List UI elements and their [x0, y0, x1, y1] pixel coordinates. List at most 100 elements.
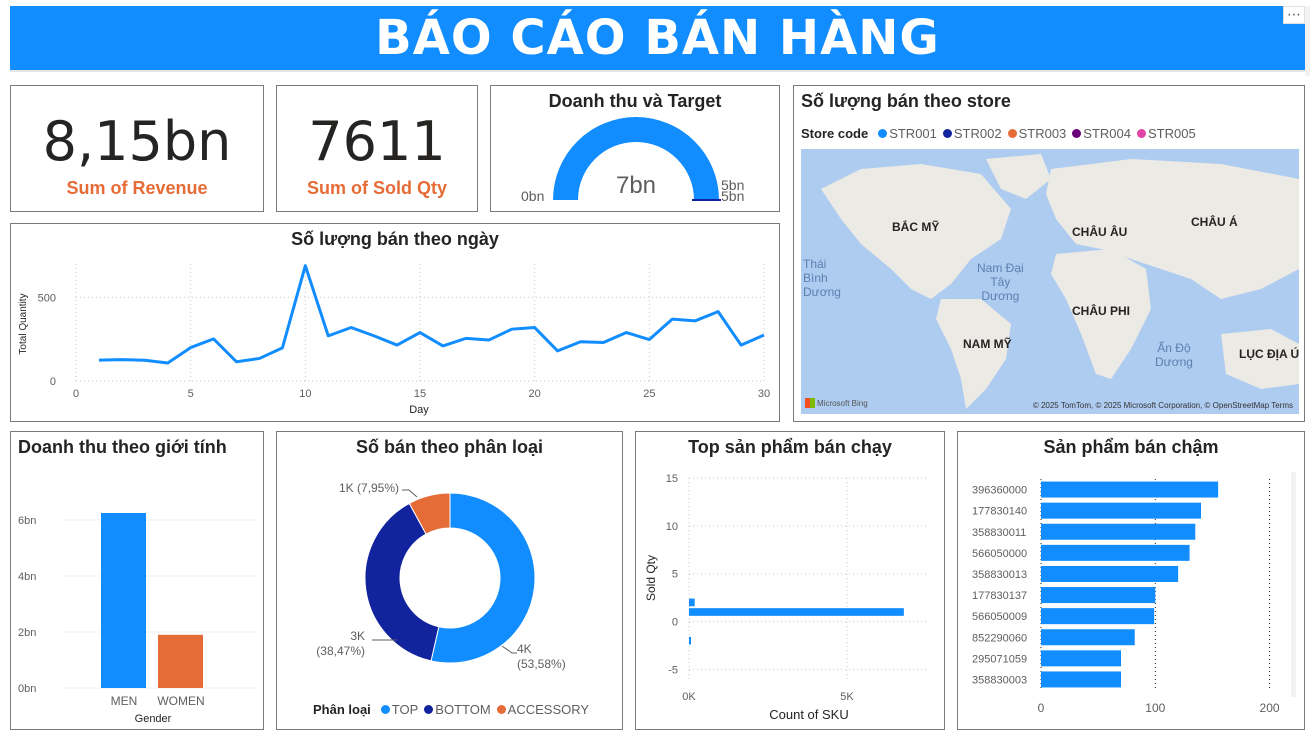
kpi-qty-card[interactable]: 7611 Sum of Sold Qty [276, 85, 478, 212]
daily-series-line[interactable] [98, 264, 765, 365]
map-legend-item[interactable]: STR001 [878, 126, 937, 141]
map-legend-item[interactable]: STR005 [1137, 126, 1196, 141]
gender-x-axis-title: Gender [135, 713, 172, 725]
slow-bar[interactable] [1041, 629, 1135, 646]
map-legend-item[interactable]: STR002 [942, 126, 1002, 141]
top-bar[interactable] [689, 636, 691, 645]
donut-label-top-value: 4K [517, 642, 532, 656]
category-donut-card[interactable]: Số bán theo phân loại 4K (53,58%) 3K (38… [276, 431, 623, 730]
gender-category-label: MEN [111, 694, 138, 708]
daily-x-tick: 25 [643, 388, 655, 400]
donut-slice[interactable] [364, 502, 440, 662]
slow-category-label: 177830137 [972, 590, 1027, 602]
kpi-revenue-card[interactable]: 8,15bn Sum of Revenue [10, 85, 264, 212]
map-label-indian: Ấn Độ Dương [1155, 341, 1193, 369]
slow-category-label: 177830140 [972, 506, 1027, 518]
map-legend-label: STR004 [1083, 126, 1131, 141]
map-landmass [821, 154, 1299, 409]
donut-label-accessory-value: 1K [339, 481, 354, 495]
daily-y-tick: 500 [38, 292, 56, 304]
kpi-qty-value: 7611 [308, 110, 446, 173]
daily-line-chart: 0 500 0 5 10 15 20 25 30 Total Quantity Day [18, 264, 770, 416]
gender-y-tick: 4bn [18, 571, 36, 583]
daily-x-axis-title: Day [409, 404, 429, 416]
slow-x-tick: 200 [1260, 701, 1280, 715]
slow-bar[interactable] [1041, 544, 1190, 561]
more-options-button[interactable]: ⋯ [1283, 6, 1305, 24]
top-products-card[interactable]: Top sản phẩm bán chạy 15 10 5 0 -5 0K 5K Sold … [635, 431, 945, 730]
top-y-axis-title: Sold Qty [644, 555, 658, 601]
report-title: BÁO CÁO BÁN HÀNG [375, 10, 940, 66]
donut-slices [364, 492, 536, 664]
gauge-value-label: 7bn [616, 172, 656, 199]
donut-slice[interactable] [408, 492, 451, 535]
legend-dot-icon [1072, 129, 1082, 138]
slow-bar[interactable] [1041, 587, 1156, 604]
donut-legend-item[interactable]: BOTTOM [424, 702, 491, 717]
slow-bar[interactable] [1041, 608, 1155, 625]
donut-legend-item[interactable]: TOP [380, 702, 419, 717]
donut-label-accessory-pct: (7,95%) [357, 481, 399, 495]
daily-title: Số lượng bán theo ngày [291, 229, 499, 249]
map-legend-label: STR005 [1148, 126, 1196, 141]
kpi-revenue-value: 8,15bn [42, 110, 232, 173]
top-bar[interactable] [689, 598, 695, 607]
world-map[interactable]: BẮC MỸ CHÂU ÂU CHÂU Á CHÂU PHI NAM MỸ LỤ… [801, 149, 1299, 414]
map-legend-label: STR001 [889, 126, 937, 141]
map-label-chau-phi: CHÂU PHI [1072, 304, 1131, 318]
top-y-tick: 15 [666, 473, 678, 485]
map-legend-label: STR003 [1018, 126, 1067, 141]
donut-title: Số bán theo phân loại [355, 437, 543, 457]
donut-slice[interactable] [430, 492, 536, 664]
daily-sales-card[interactable]: Số lượng bán theo ngày 0 500 0 5 10 15 20 25 30 … [10, 223, 780, 422]
land-south-america [936, 299, 1011, 409]
map-card[interactable]: Số lượng bán theo store Store code STR00… [793, 85, 1305, 422]
report-header: BÁO CÁO BÁN HÀNG [10, 6, 1305, 72]
slow-category-label: 852290060 [972, 632, 1027, 644]
daily-y-axis-title: Total Quantity [18, 293, 29, 354]
slow-bar[interactable] [1041, 671, 1121, 688]
gauge-target-label: 5bn [721, 177, 744, 193]
slow-bar[interactable] [1041, 523, 1196, 540]
slow-scrollbar[interactable] [1291, 472, 1296, 697]
daily-x-tick: 20 [529, 388, 541, 400]
gauge-arc [553, 117, 719, 200]
map-legend-item[interactable]: STR004 [1072, 126, 1131, 141]
daily-axis: 0 500 0 5 10 15 20 25 30 [38, 292, 770, 400]
top-x-tick: 0K [682, 691, 696, 703]
kpi-revenue-label: Sum of Revenue [66, 178, 208, 198]
daily-x-tick: 5 [188, 388, 194, 400]
legend-dot-icon [878, 129, 888, 138]
gender-bar[interactable] [101, 513, 146, 688]
map-legend-label: STR002 [953, 126, 1002, 141]
daily-y-tick: 0 [50, 376, 56, 388]
map-label-atlantic: Nam Đại Tây Dương [977, 261, 1024, 303]
map-label-nam-my: NAM MỸ [963, 337, 1012, 351]
donut-leader-accessory [402, 489, 418, 498]
gender-bar[interactable] [158, 634, 203, 688]
map-label-pacific: Thái Bình Dương [803, 257, 841, 299]
donut-legend-item[interactable]: ACCESSORY [496, 702, 589, 717]
map-credit[interactable]: © 2025 TomTom, © 2025 Microsoft Corporat… [1032, 401, 1293, 410]
top-y-tick: 0 [672, 617, 678, 629]
top-bar[interactable] [689, 608, 904, 616]
top-bars [689, 598, 904, 645]
gauge-card[interactable]: Doanh thu và Target 7bn 0bn 5bn 5bn [490, 85, 780, 212]
page-scrollbar[interactable] [1305, 6, 1310, 76]
slow-category-label: 358830013 [972, 569, 1027, 581]
slow-bar[interactable] [1041, 650, 1121, 667]
slow-products-card[interactable]: Sản phẩm bán chậm 0 100 200 396360000 17783… [957, 431, 1305, 730]
slow-bar[interactable] [1041, 481, 1219, 498]
gender-card[interactable]: Doanh thu theo giới tính 0bn 2bn 4bn 6bn ME… [10, 431, 264, 730]
legend-dot-icon [1007, 129, 1017, 138]
donut-legend-label: TOP [391, 702, 419, 717]
bing-logo: Microsoft Bing [805, 398, 868, 408]
slow-category-label: 358830003 [972, 674, 1027, 686]
slow-bar[interactable] [1041, 565, 1179, 582]
map-legend-item[interactable]: STR003 [1007, 126, 1067, 141]
gauge-title: Doanh thu và Target [548, 91, 722, 111]
legend-dot-icon [496, 705, 506, 714]
donut-leader-lines [372, 489, 517, 654]
slow-bar[interactable] [1041, 502, 1201, 519]
land-greenland [986, 154, 1051, 199]
